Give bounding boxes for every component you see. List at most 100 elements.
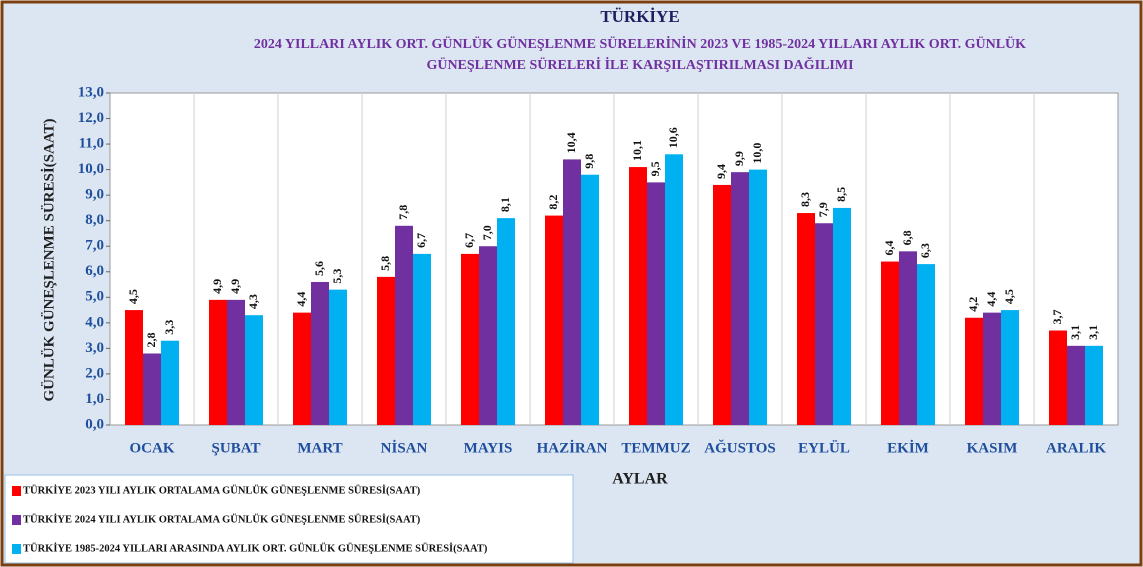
data-label: 6,8: [900, 230, 914, 245]
bar: [731, 172, 749, 425]
legend-label: TÜRKİYE 1985-2024 YILLARI ARASINDA AYLIK…: [23, 541, 488, 554]
x-tick-label: EKİM: [887, 439, 929, 456]
y-tick-label: 0,0: [85, 416, 104, 432]
x-tick-label: NİSAN: [381, 439, 428, 456]
data-label: 8,1: [498, 197, 512, 212]
bar: [749, 169, 767, 425]
bar: [815, 223, 833, 425]
chart-title: TÜRKİYE: [600, 7, 679, 26]
data-label: 8,5: [834, 187, 848, 202]
data-label: 5,8: [378, 256, 392, 271]
bar: [665, 154, 683, 426]
bar: [1067, 345, 1085, 425]
data-label: 4,5: [1002, 289, 1016, 304]
data-label: 10,1: [630, 140, 644, 161]
data-label: 6,7: [462, 233, 476, 248]
bar: [797, 213, 815, 425]
data-label: 10,4: [564, 132, 578, 153]
data-label: 9,9: [732, 151, 746, 166]
y-tick-label: 8,0: [85, 212, 104, 228]
y-tick-label: 10,0: [78, 161, 104, 177]
data-label: 4,9: [210, 279, 224, 294]
x-tick-label: ŞUBAT: [212, 440, 261, 456]
data-label: 5,6: [312, 261, 326, 276]
chart-subtitle: 2024 YILLARI AYLIK ORT. GÜNLÜK GÜNEŞLENM…: [254, 35, 1026, 52]
bar: [1001, 310, 1019, 425]
bar: [983, 312, 1001, 425]
bar: [227, 299, 245, 425]
y-tick-label: 11,0: [79, 136, 104, 152]
bar: [581, 174, 599, 425]
bar: [413, 253, 431, 425]
y-tick-label: 2,0: [85, 365, 104, 381]
data-label: 10,6: [666, 127, 680, 148]
bar: [497, 218, 515, 425]
data-label: 3,1: [1068, 325, 1082, 340]
bar: [881, 261, 899, 425]
bar: [293, 312, 311, 425]
data-label: 4,5: [126, 289, 140, 304]
x-axis-label: AYLAR: [612, 471, 668, 488]
bar: [713, 184, 731, 425]
x-tick-label: KASIM: [967, 440, 1018, 456]
y-tick-label: 5,0: [85, 289, 104, 305]
y-tick-label: 1,0: [85, 391, 104, 407]
data-label: 5,3: [330, 269, 344, 284]
data-label: 8,3: [798, 192, 812, 207]
y-tick-label: 6,0: [85, 263, 104, 279]
legend-label: TÜRKİYE 2024 YILI AYLIK ORTALAMA GÜNLÜK …: [23, 512, 421, 525]
y-tick-label: 4,0: [85, 314, 104, 330]
bar: [1049, 330, 1067, 425]
data-label: 4,4: [984, 292, 998, 307]
bar: [899, 251, 917, 425]
x-tick-label: MAYIS: [464, 440, 513, 456]
bar: [143, 353, 161, 425]
data-label: 7,8: [396, 205, 410, 220]
data-label: 3,1: [1086, 325, 1100, 340]
bar: [209, 299, 227, 425]
bar: [329, 289, 347, 425]
x-tick-label: OCAK: [130, 440, 175, 456]
x-tick-label: TEMMUZ: [621, 440, 690, 456]
data-label: 4,3: [246, 294, 260, 309]
bar: [647, 182, 665, 425]
chart-subtitle: GÜNEŞLENME SÜRELERİ İLE KARŞILAŞTIRILMAS…: [426, 56, 853, 73]
bar: [833, 207, 851, 425]
data-label: 4,9: [228, 279, 242, 294]
data-label: 4,4: [294, 292, 308, 307]
x-tick-label: AĞUSTOS: [704, 439, 775, 456]
bar: [1085, 345, 1103, 425]
data-label: 2,8: [144, 332, 158, 347]
y-tick-label: 9,0: [85, 187, 104, 203]
bar: [629, 167, 647, 426]
data-label: 8,2: [546, 195, 560, 210]
bar: [479, 246, 497, 425]
data-label: 10,0: [750, 143, 764, 164]
legend-label: TÜRKİYE 2023 YILI AYLIK ORTALAMA GÜNLÜK …: [23, 483, 421, 496]
y-tick-label: 3,0: [85, 340, 104, 356]
y-tick-label: 12,0: [78, 110, 104, 126]
data-label: 6,7: [414, 233, 428, 248]
legend-swatch: [12, 515, 21, 525]
bar: [563, 159, 581, 425]
y-tick-label: 13,0: [78, 84, 104, 100]
legend-swatch: [12, 544, 21, 554]
bar: [461, 253, 479, 425]
data-label: 7,0: [480, 225, 494, 240]
data-label: 4,2: [966, 297, 980, 312]
data-label: 6,4: [882, 241, 896, 256]
x-tick-label: HAZİRAN: [537, 439, 608, 456]
data-label: 9,5: [648, 161, 662, 176]
data-label: 6,3: [918, 243, 932, 258]
bar: [125, 310, 143, 425]
bar: [965, 317, 983, 425]
x-tick-label: ARALIK: [1046, 440, 1106, 456]
data-label: 3,7: [1050, 310, 1064, 325]
bar: [917, 264, 935, 425]
y-axis-label: GÜNLÜK GÜNEŞLENME SÜRESİ(SAAT): [40, 118, 57, 401]
bar: [377, 276, 395, 425]
data-label: 3,3: [162, 320, 176, 335]
data-label: 9,8: [582, 154, 596, 169]
bar: [245, 315, 263, 425]
